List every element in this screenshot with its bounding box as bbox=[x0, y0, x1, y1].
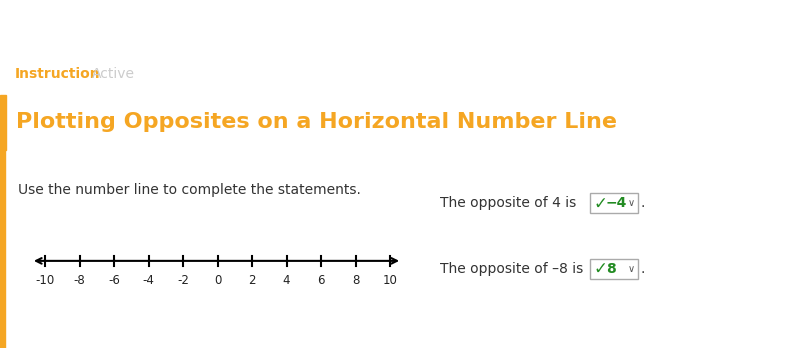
FancyBboxPatch shape bbox=[590, 193, 638, 213]
Text: 0: 0 bbox=[214, 274, 221, 287]
Text: -10: -10 bbox=[35, 274, 54, 287]
Text: 10: 10 bbox=[382, 274, 398, 287]
Text: -2: -2 bbox=[177, 274, 189, 287]
Text: Use the number line to complete the statements.: Use the number line to complete the stat… bbox=[18, 183, 361, 197]
Text: .: . bbox=[640, 197, 644, 211]
Text: 8: 8 bbox=[352, 274, 359, 287]
Text: Active: Active bbox=[92, 67, 135, 81]
Text: -4: -4 bbox=[142, 274, 154, 287]
Bar bbox=[0, 150, 5, 348]
Text: ✓: ✓ bbox=[593, 260, 607, 278]
Text: 2: 2 bbox=[248, 274, 256, 287]
Text: ∨: ∨ bbox=[628, 264, 635, 274]
Text: −4: −4 bbox=[606, 197, 627, 211]
FancyBboxPatch shape bbox=[590, 259, 638, 279]
Text: Instruction: Instruction bbox=[14, 67, 100, 81]
Text: -6: -6 bbox=[108, 274, 120, 287]
Text: The opposite of 4 is: The opposite of 4 is bbox=[440, 197, 576, 211]
Text: Integers on the Number Line: Integers on the Number Line bbox=[14, 17, 354, 37]
Text: -8: -8 bbox=[74, 274, 86, 287]
Text: .: . bbox=[640, 262, 644, 276]
Bar bbox=[0, 95, 6, 150]
Text: Plotting Opposites on a Horizontal Number Line: Plotting Opposites on a Horizontal Numbe… bbox=[16, 112, 617, 133]
Text: 4: 4 bbox=[282, 274, 290, 287]
Text: ∨: ∨ bbox=[628, 198, 635, 208]
Text: 8: 8 bbox=[606, 262, 616, 276]
Text: The opposite of –8 is: The opposite of –8 is bbox=[440, 262, 583, 276]
Text: ✓: ✓ bbox=[593, 195, 607, 212]
Text: 6: 6 bbox=[318, 274, 325, 287]
